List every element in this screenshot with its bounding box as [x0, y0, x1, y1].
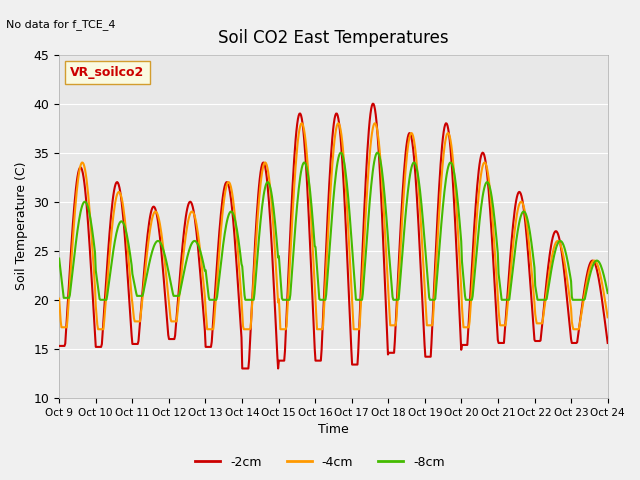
Line: -2cm: -2cm [59, 104, 608, 369]
-4cm [55, 296, 63, 301]
Text: No data for f_TCE_4: No data for f_TCE_4 [6, 19, 116, 30]
-8cm [418, 203, 426, 208]
-2cm [65, 279, 73, 285]
-4cm [298, 120, 305, 126]
-2cm [402, 151, 410, 157]
-2cm [239, 366, 246, 372]
Line: -4cm: -4cm [59, 123, 608, 329]
-8cm [402, 213, 410, 218]
-2cm [206, 344, 214, 350]
-8cm [122, 229, 130, 235]
-4cm [94, 326, 102, 332]
-8cm [374, 150, 381, 156]
-2cm [418, 282, 426, 288]
-4cm [178, 265, 186, 271]
-2cm [604, 340, 612, 346]
-4cm [122, 230, 130, 236]
Title: Soil CO2 East Temperatures: Soil CO2 East Temperatures [218, 29, 449, 48]
-8cm [178, 279, 186, 285]
-2cm [55, 343, 63, 349]
X-axis label: Time: Time [318, 423, 349, 436]
-4cm [418, 231, 426, 237]
-4cm [402, 168, 410, 174]
-8cm [207, 297, 215, 303]
Line: -8cm: -8cm [59, 153, 608, 300]
-2cm [122, 243, 129, 249]
-4cm [207, 326, 215, 332]
-8cm [65, 295, 73, 301]
-4cm [604, 314, 612, 320]
-2cm [369, 101, 376, 107]
Legend: VR_soilco2: VR_soilco2 [65, 61, 150, 84]
-2cm [177, 257, 185, 263]
-4cm [65, 293, 73, 299]
-8cm [97, 297, 104, 303]
-8cm [55, 256, 63, 262]
Y-axis label: Soil Temperature (C): Soil Temperature (C) [15, 162, 28, 290]
Legend: -2cm, -4cm, -8cm: -2cm, -4cm, -8cm [190, 451, 450, 474]
-8cm [604, 290, 612, 296]
